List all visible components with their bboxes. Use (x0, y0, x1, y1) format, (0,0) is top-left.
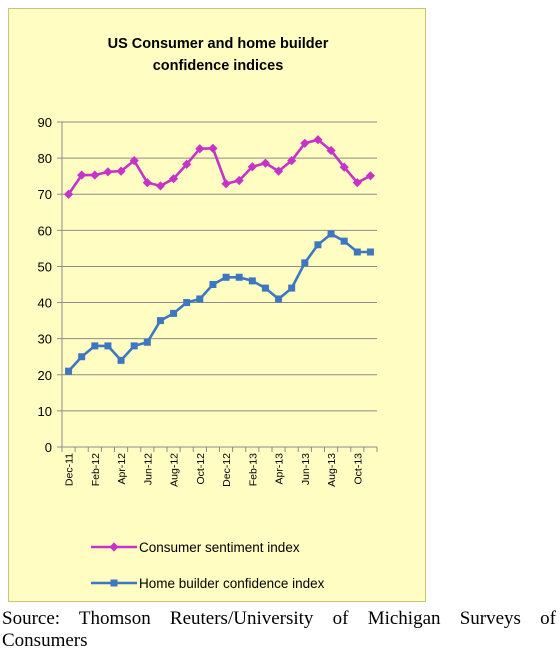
x-tick-label: Jun-12 (142, 453, 154, 485)
data-point (156, 317, 164, 325)
y-tick-label: 0 (45, 440, 52, 455)
data-point (326, 145, 336, 156)
x-tick-label: Aug-12 (169, 453, 181, 487)
y-tick-label: 80 (38, 151, 52, 166)
legend-item: Consumer sentiment index (91, 540, 300, 555)
data-point (300, 138, 310, 148)
data-point (261, 284, 269, 292)
data-point (129, 156, 139, 166)
data-point (235, 273, 243, 281)
data-point (221, 179, 231, 189)
y-tick-label: 90 (38, 115, 52, 130)
data-point (116, 166, 126, 176)
chart-title-line1: US Consumer and home builder (108, 36, 329, 52)
data-point (365, 171, 376, 181)
data-point (234, 175, 244, 186)
data-point (313, 135, 323, 145)
axes (57, 121, 378, 452)
x-tick-label: Feb-12 (90, 453, 102, 486)
data-point (301, 259, 309, 267)
data-point (353, 248, 361, 256)
chart-title-line2: confidence indices (153, 58, 284, 74)
source-note: Source: Thomson Reuters/University of Mi… (2, 608, 556, 629)
series-home-builder-confidence (65, 230, 374, 375)
y-tick-label: 30 (38, 332, 52, 347)
data-point (352, 178, 362, 188)
data-point (78, 353, 86, 361)
x-tick-label: Dec-11 (64, 453, 76, 486)
data-point (340, 237, 348, 245)
data-point (314, 241, 322, 249)
data-point (168, 174, 179, 184)
legend-label: Home builder confidence index (139, 576, 325, 591)
x-tick-label: Aug-13 (326, 453, 338, 487)
x-tick-label: Oct-12 (195, 453, 207, 485)
data-point (90, 170, 100, 180)
data-point (339, 162, 349, 172)
data-point (273, 166, 284, 176)
data-point (182, 159, 192, 169)
data-point (91, 342, 99, 350)
chart: US Consumer and home builder confidence … (38, 36, 378, 591)
legend-marker (110, 579, 118, 587)
x-tick-label: Jun-13 (300, 453, 312, 485)
series-line (67, 138, 372, 195)
data-point (209, 281, 217, 288)
data-point (287, 156, 297, 166)
data-point (208, 143, 218, 153)
data-point (195, 144, 205, 154)
y-tick-label: 50 (38, 259, 52, 274)
source-note-continuation: Consumers (2, 630, 88, 651)
series-layer (63, 135, 376, 375)
x-tick-label: Dec-12 (221, 453, 233, 487)
data-point (143, 338, 151, 346)
legend-item: Home builder confidence index (91, 576, 325, 591)
x-tick-label: Apr-13 (274, 453, 286, 485)
x-tick-label: Apr-12 (116, 453, 128, 485)
data-point (247, 162, 257, 172)
series-consumer-sentiment (63, 135, 376, 199)
data-point (65, 367, 73, 375)
legend: Consumer sentiment index Home builder con… (91, 540, 325, 591)
legend-marker (109, 542, 119, 552)
data-point (260, 158, 271, 168)
data-point (288, 284, 296, 292)
data-point (275, 295, 283, 303)
data-point (117, 356, 125, 364)
data-point (103, 167, 113, 177)
data-point (130, 342, 138, 350)
y-tick-label: 60 (38, 223, 52, 238)
legend-label: Consumer sentiment index (139, 540, 300, 555)
data-point (104, 342, 112, 350)
data-point (327, 230, 335, 238)
data-point (183, 299, 191, 307)
data-point (170, 309, 178, 317)
x-tick-labels: Dec-11 Feb-12 Apr-12 Jun-12 Aug-12 Oct-12 Dec-… (64, 453, 365, 487)
y-tick-label: 70 (38, 187, 52, 202)
grid-lines (62, 121, 377, 412)
data-point (142, 178, 152, 188)
data-point (248, 277, 256, 285)
data-point (366, 248, 374, 256)
data-point (155, 181, 166, 191)
y-tick-labels: 0 10 20 30 40 50 60 70 80 90 (38, 115, 52, 455)
data-point (222, 273, 230, 281)
data-point (196, 295, 204, 303)
y-tick-label: 20 (38, 368, 52, 383)
y-tick-label: 10 (38, 404, 52, 419)
x-tick-label: Feb-13 (247, 453, 259, 486)
x-tick-label: Oct-13 (352, 453, 364, 485)
y-tick-label: 40 (38, 296, 52, 311)
chart-panel: US Consumer and home builder confidence … (8, 8, 426, 602)
data-point (77, 170, 87, 180)
